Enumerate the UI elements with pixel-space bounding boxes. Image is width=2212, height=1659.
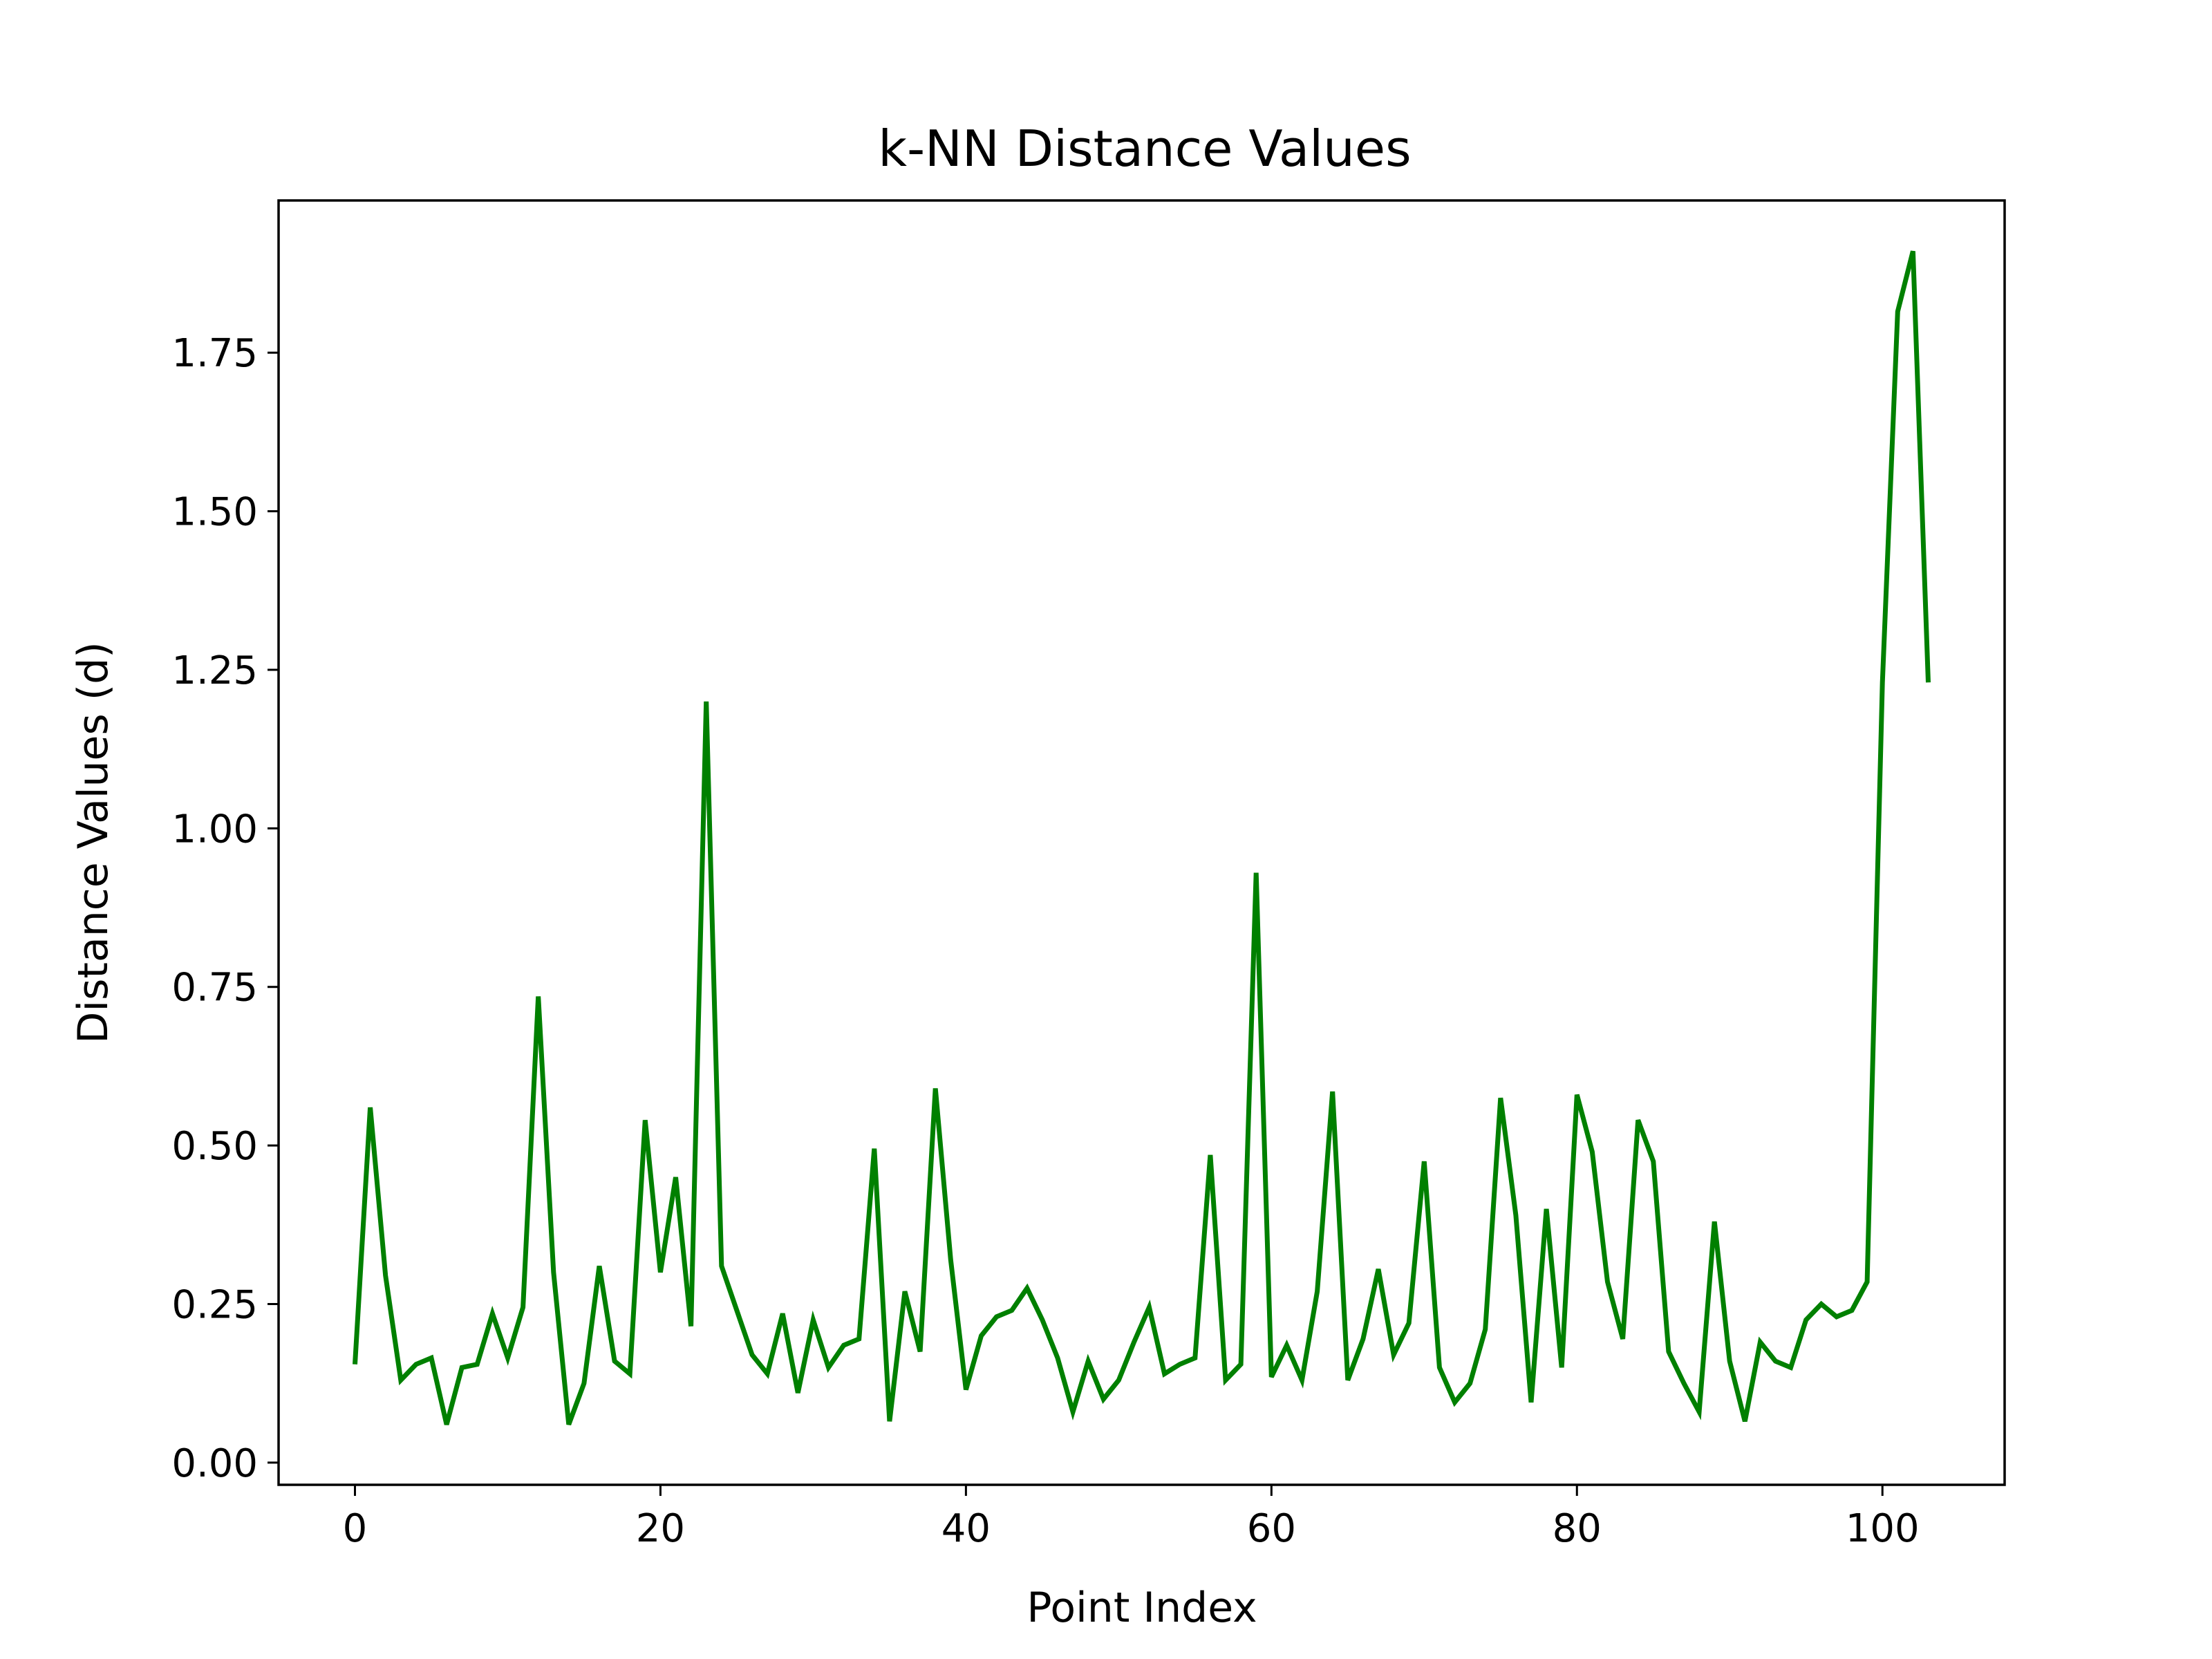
x-tick-label: 100: [1846, 1506, 1920, 1551]
y-tick-label: 0.25: [171, 1283, 258, 1328]
x-axis-ticks: 0 20 40 60 80 100: [343, 1485, 1920, 1551]
y-axis-label: Distance Values (d): [69, 641, 118, 1043]
y-tick-label: 0.00: [171, 1441, 258, 1486]
x-tick-label: 0: [343, 1506, 368, 1551]
x-tick-label: 40: [941, 1506, 991, 1551]
x-axis-label: Point Index: [1027, 1584, 1257, 1632]
y-tick-label: 1.75: [171, 331, 258, 376]
y-tick-label: 1.50: [171, 490, 258, 535]
axes-frame: [277, 199, 2006, 1486]
plot-area: [353, 250, 1931, 1426]
chart-title: k-NN Distance Values: [878, 120, 1411, 178]
y-tick-label: 1.00: [171, 807, 258, 852]
x-tick-label: 20: [636, 1506, 685, 1551]
y-tick-label: 0.50: [171, 1124, 258, 1169]
y-tick-label: 1.25: [171, 648, 258, 693]
y-axis-ticks: 0.00 0.25 0.50 0.75 1.00 1.25 1.50 1.75: [171, 331, 279, 1486]
series-line: [353, 250, 1931, 1426]
x-tick-label: 80: [1553, 1506, 1602, 1551]
x-tick-label: 60: [1247, 1506, 1296, 1551]
y-tick-label: 0.75: [171, 966, 258, 1011]
